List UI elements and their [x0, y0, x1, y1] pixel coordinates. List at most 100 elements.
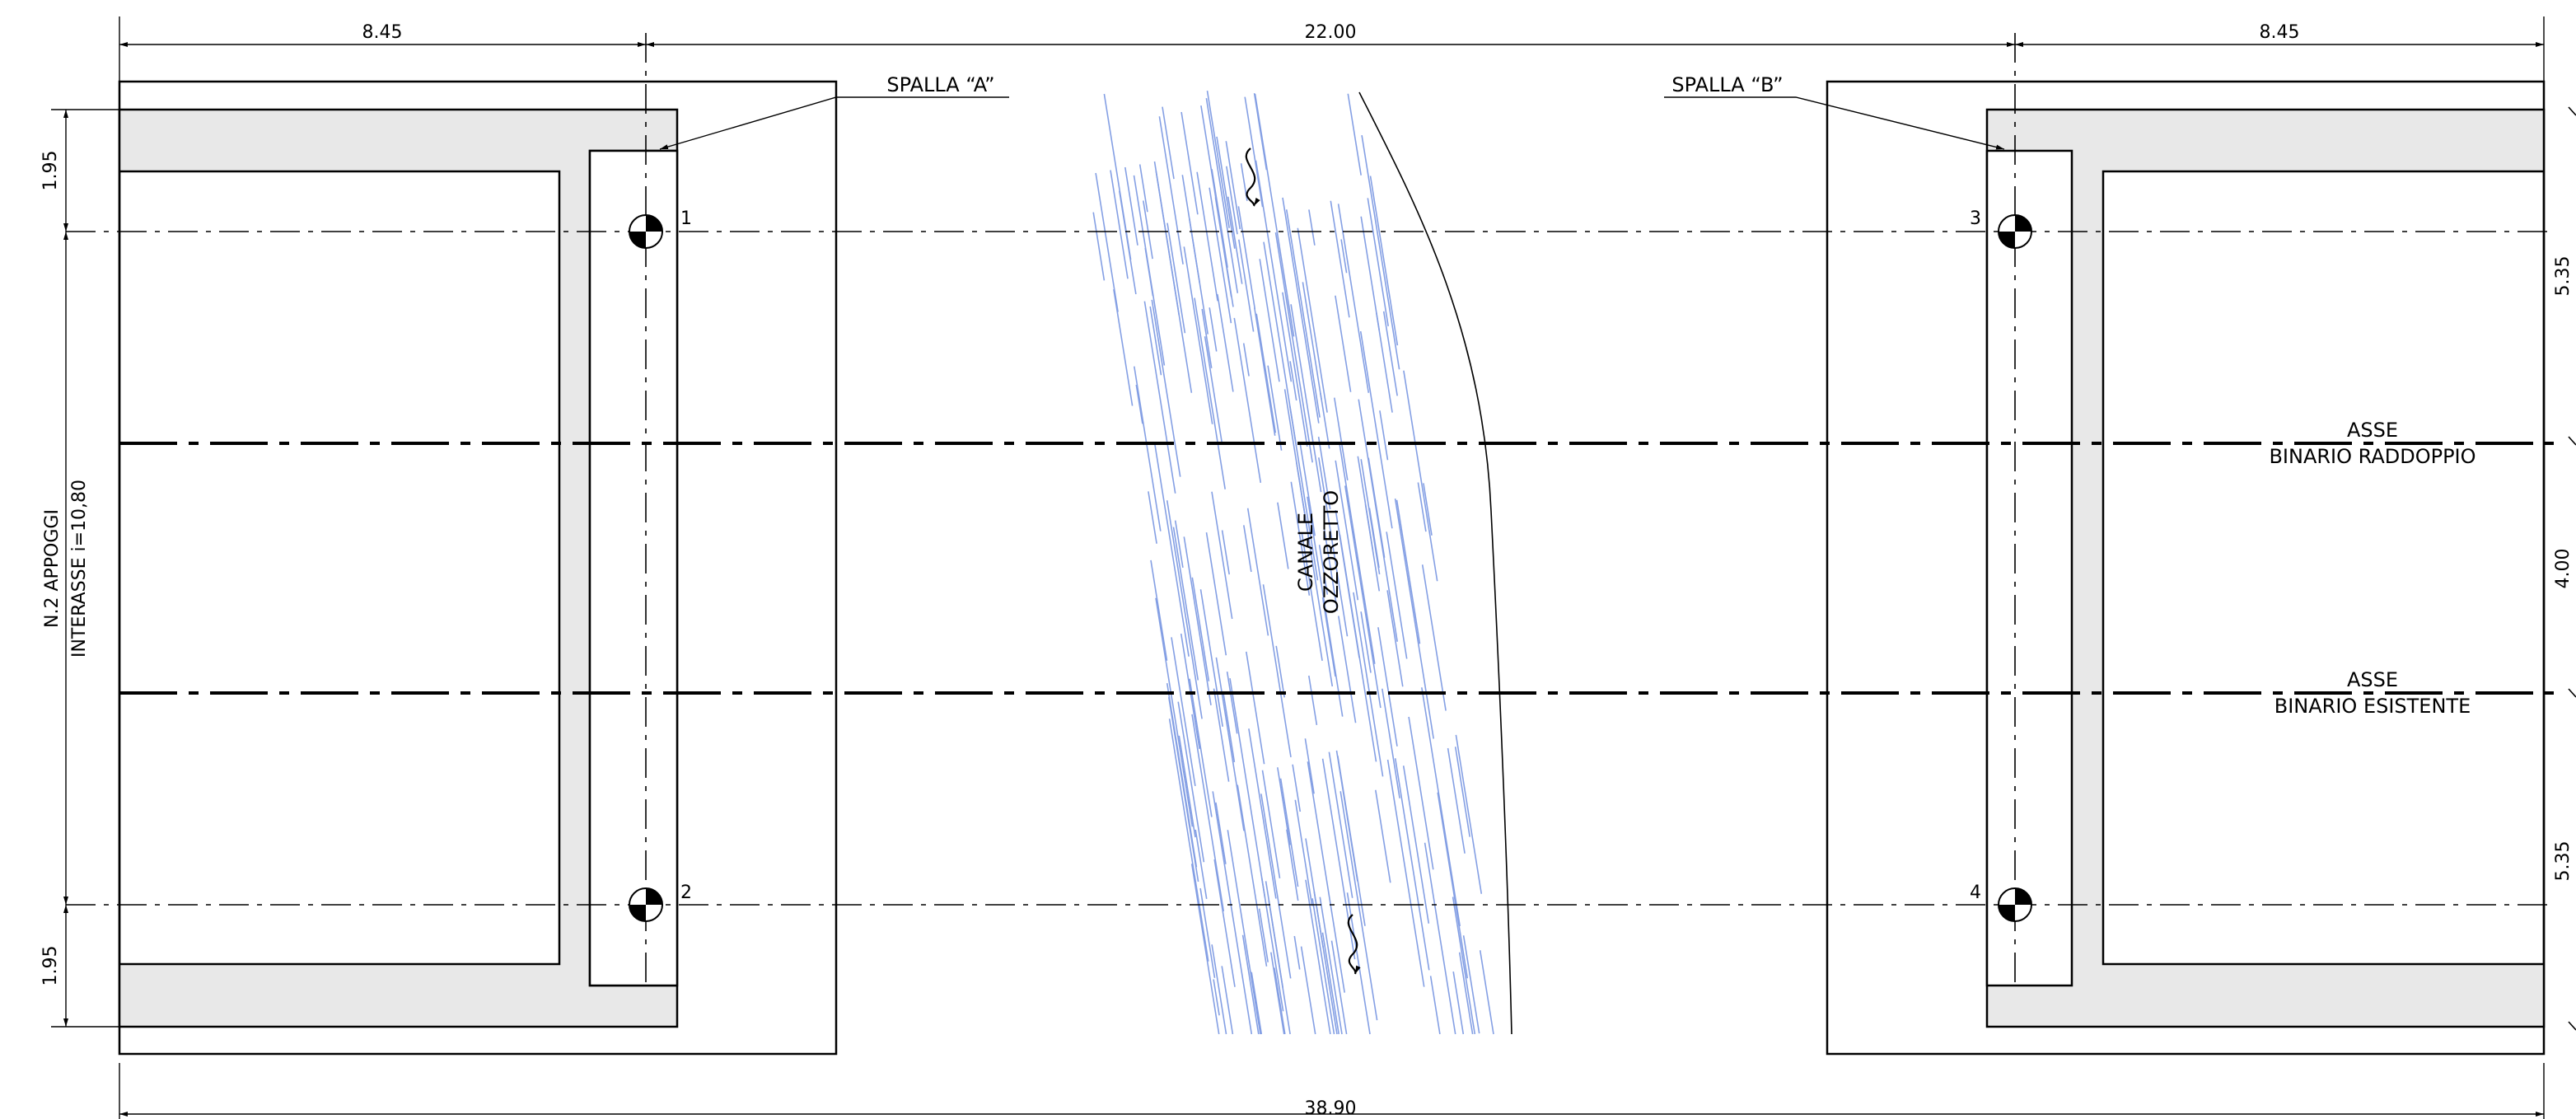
dimension-right: [2568, 106, 2576, 1031]
water-hatch-line: [1168, 719, 1209, 962]
water-hatch-line: [1148, 491, 1157, 544]
water-hatch-line: [1455, 734, 1483, 894]
water-hatch-line: [1233, 317, 1262, 484]
water-hatch-line: [1274, 232, 1313, 463]
water-hatch-line: [1110, 170, 1129, 279]
dimension-bottom: [119, 1063, 2545, 1119]
bearing-2-label: 2: [680, 883, 692, 903]
water-hatch-line: [1244, 96, 1264, 208]
water-hatch-line: [1194, 297, 1226, 489]
water-hatch-line: [1369, 176, 1399, 346]
water-hatch-line: [1396, 499, 1421, 644]
water-hatch-line: [1311, 898, 1335, 1035]
water-hatch-line: [1279, 778, 1299, 887]
water-hatch-line: [1307, 496, 1344, 717]
water-hatch-line: [1429, 976, 1441, 1035]
water-hatch-line: [1166, 222, 1186, 334]
water-hatch-line: [1282, 197, 1320, 424]
water-hatch-line: [1335, 295, 1352, 392]
water-hatch-line: [1135, 384, 1143, 424]
water-hatch-line: [1183, 246, 1213, 424]
water-hatch-line: [1251, 972, 1263, 1035]
water-hatch-line: [1201, 308, 1213, 368]
water-hatch-line: [1275, 645, 1285, 698]
water-hatch-line: [1318, 545, 1329, 595]
water-hatch-line: [1452, 971, 1465, 1035]
water-hatch-line: [1277, 502, 1289, 569]
water-hatch-line: [1339, 791, 1378, 1021]
bearing-1-label: 1: [680, 208, 692, 229]
water-hatch-line: [1237, 206, 1256, 310]
water-hatch-line: [1308, 209, 1316, 246]
water-hatch-line: [1447, 747, 1466, 854]
water-hatch-line: [1319, 897, 1343, 1035]
water-hatch-line: [1274, 967, 1286, 1035]
water-hatch-line: [1255, 313, 1277, 433]
water-hatch-line: [1204, 336, 1223, 446]
water-hatch-line: [1479, 950, 1494, 1035]
canale-label-line2: OZZORETTO: [1320, 490, 1343, 614]
water-hatch-line: [1330, 940, 1348, 1035]
water-hatch-line: [1337, 204, 1370, 393]
water-hatch-line: [1301, 532, 1323, 662]
binario-raddoppio-text: BINARIO RADDOPPIO: [2269, 445, 2475, 468]
spalla-b-leader: [1664, 96, 2005, 150]
water-hatch-line: [1213, 979, 1220, 1016]
water-hatch-line: [1191, 714, 1225, 912]
water-hatch-line: [1213, 688, 1230, 782]
water-hatch-line: [1196, 171, 1218, 302]
dim-top-right: 8.45: [2260, 22, 2300, 43]
water-hatch-line: [1119, 190, 1137, 295]
dim-top-left: 8.45: [362, 22, 403, 43]
water-hatch-line: [1216, 136, 1236, 249]
dim-bottom-total: 38.90: [1305, 1098, 1357, 1119]
water-hatch-line: [1328, 751, 1353, 898]
water-hatch-line: [1382, 688, 1400, 798]
water-hatch-line: [1209, 187, 1232, 324]
water-hatch-line: [1376, 312, 1393, 413]
appoggi-label-line1: N.2 APPOGGI: [42, 509, 63, 628]
water-hatch-line: [1260, 794, 1292, 979]
water-hatch-line: [1268, 900, 1291, 1035]
water-hatch-line: [1403, 370, 1438, 582]
water-hatch-line: [1189, 678, 1213, 817]
water-hatch-line: [1335, 509, 1360, 658]
water-hatch-line: [1172, 527, 1199, 681]
water-hatch-line: [1375, 789, 1391, 883]
water-hatch-line: [1191, 577, 1210, 681]
spalla-a-label: SPALLA “A”: [886, 73, 994, 96]
spalla-b-label: SPALLA “B”: [1671, 73, 1783, 96]
water-hatch-line: [1402, 766, 1430, 924]
water-hatch-line: [1205, 531, 1227, 656]
water-hatch-line: [1360, 611, 1372, 673]
asse-raddoppio-title: ASSE: [2347, 419, 2398, 442]
bearing-4: [1998, 887, 2032, 922]
water-hatch-line: [1174, 520, 1184, 569]
water-hatch-line: [1151, 299, 1181, 477]
water-hatch-line: [1317, 436, 1331, 510]
water-hatch-line: [1305, 838, 1338, 1035]
water-hatch-line: [1367, 198, 1389, 327]
water-hatch-line: [1334, 397, 1349, 481]
water-hatch-line: [1335, 750, 1358, 882]
water-hatch-line: [1178, 735, 1196, 838]
water-hatch-line: [1292, 764, 1302, 812]
abutment-a-outer: [118, 80, 838, 1056]
asse-esistente-title: ASSE: [2347, 668, 2398, 691]
canale-label-line1: CANALE: [1294, 513, 1317, 592]
water-hatch-line: [1285, 209, 1321, 418]
water-hatch-line: [1300, 946, 1316, 1035]
water-hatch-line: [1181, 175, 1209, 335]
water-hatch-line: [1364, 503, 1381, 592]
water-hatch-line: [1215, 657, 1245, 831]
water-hatch-line: [1209, 307, 1218, 352]
water-hatch-line: [1307, 761, 1345, 993]
water-hatch-line: [1221, 530, 1230, 575]
water-hatch-line: [1340, 239, 1348, 274]
water-hatch-line: [1214, 197, 1232, 297]
water-hatch-line: [1180, 633, 1200, 750]
water-hatch-line: [1379, 410, 1389, 461]
water-hatch-line: [1133, 175, 1166, 366]
water-hatch-line: [1149, 306, 1162, 376]
